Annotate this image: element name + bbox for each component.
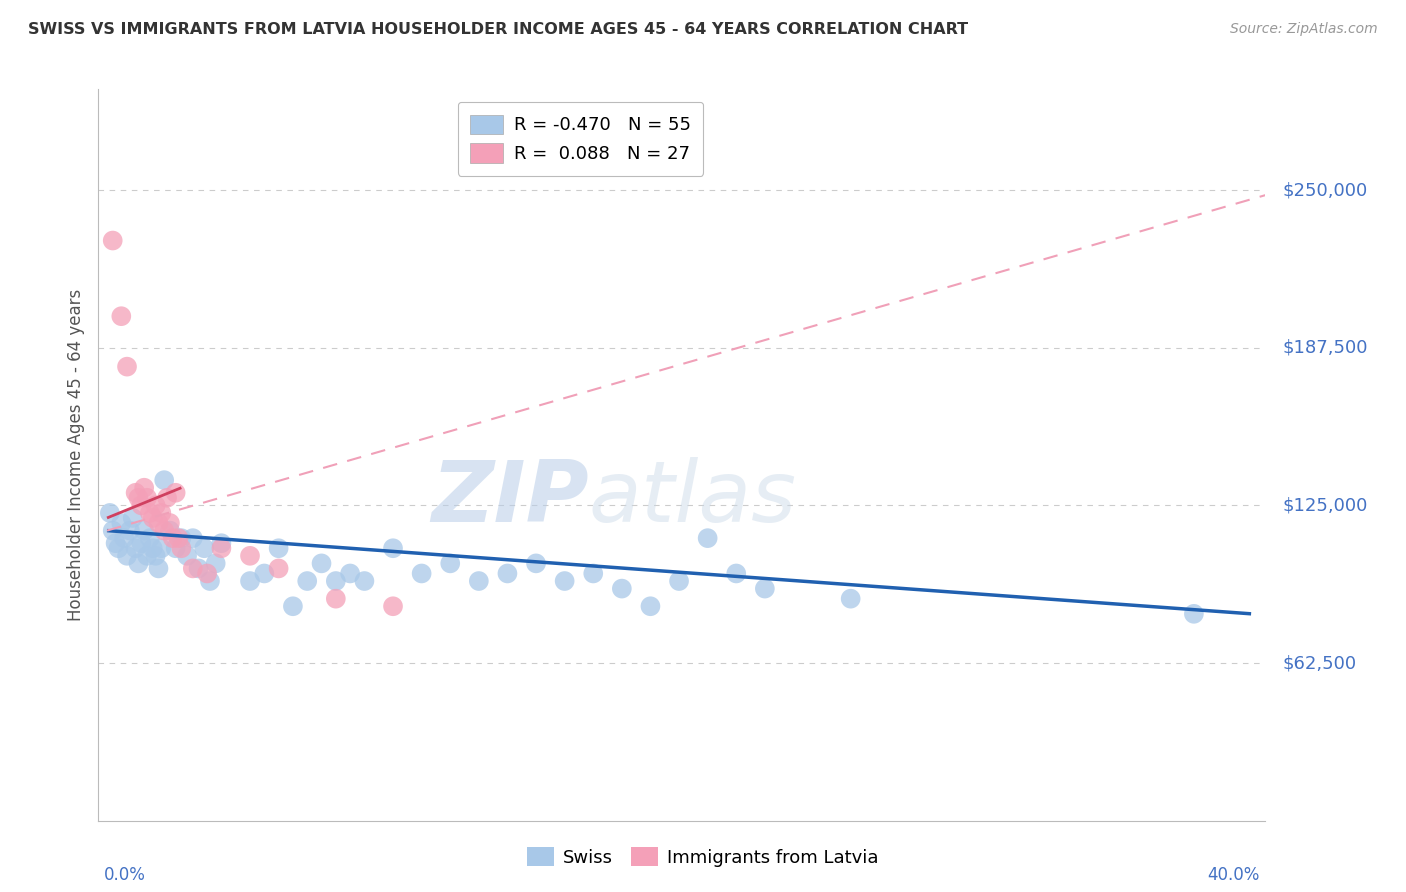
Point — [165, 485, 187, 500]
Point — [725, 566, 748, 581]
Point — [159, 524, 181, 538]
Point — [148, 516, 170, 530]
Text: $62,500: $62,500 — [1282, 654, 1357, 672]
Text: $187,500: $187,500 — [1282, 339, 1368, 357]
Point — [101, 524, 124, 538]
Point — [115, 359, 138, 374]
Point — [167, 531, 190, 545]
Point — [150, 506, 173, 520]
Point — [382, 541, 405, 556]
Point — [176, 549, 198, 563]
Y-axis label: Householder Income Ages 45 - 64 years: Householder Income Ages 45 - 64 years — [66, 289, 84, 621]
Point — [101, 234, 124, 248]
Point — [139, 531, 162, 545]
Point — [136, 549, 159, 563]
Point — [325, 591, 347, 606]
Point — [115, 549, 138, 563]
Legend: R = -0.470   N = 55, R =  0.088   N = 27: R = -0.470 N = 55, R = 0.088 N = 27 — [457, 102, 703, 176]
Point — [204, 557, 226, 571]
Point — [170, 541, 193, 556]
Point — [754, 582, 776, 596]
Text: ZIP: ZIP — [430, 458, 589, 541]
Point — [181, 561, 204, 575]
Point — [153, 524, 176, 538]
Point — [411, 566, 433, 581]
Point — [496, 566, 519, 581]
Point — [124, 541, 146, 556]
Point — [156, 491, 179, 505]
Point — [131, 536, 153, 550]
Point — [134, 524, 156, 538]
Point — [131, 499, 153, 513]
Point — [145, 499, 167, 513]
Point — [253, 566, 276, 581]
Point — [153, 473, 176, 487]
Point — [127, 557, 149, 571]
Point — [696, 531, 718, 545]
Point — [267, 561, 290, 575]
Point — [239, 574, 262, 588]
Point — [839, 591, 862, 606]
Point — [127, 491, 149, 505]
Point — [110, 516, 132, 530]
Point — [124, 485, 146, 500]
Point — [339, 566, 361, 581]
Text: SWISS VS IMMIGRANTS FROM LATVIA HOUSEHOLDER INCOME AGES 45 - 64 YEARS CORRELATIO: SWISS VS IMMIGRANTS FROM LATVIA HOUSEHOL… — [28, 22, 969, 37]
Point — [181, 531, 204, 545]
Point — [142, 511, 165, 525]
Point — [195, 566, 218, 581]
Text: Source: ZipAtlas.com: Source: ZipAtlas.com — [1230, 22, 1378, 37]
Point — [142, 541, 165, 556]
Text: $250,000: $250,000 — [1282, 181, 1368, 199]
Point — [112, 531, 135, 545]
Point — [267, 541, 290, 556]
Point — [239, 549, 262, 563]
Point — [148, 561, 170, 575]
Point — [610, 582, 633, 596]
Point — [110, 309, 132, 323]
Point — [311, 557, 333, 571]
Point — [209, 536, 232, 550]
Point — [582, 566, 605, 581]
Point — [139, 506, 162, 520]
Point — [640, 599, 662, 614]
Point — [98, 506, 121, 520]
Point — [198, 574, 221, 588]
Point — [325, 574, 347, 588]
Point — [187, 561, 209, 575]
Point — [524, 557, 547, 571]
Point — [162, 531, 184, 545]
Text: atlas: atlas — [589, 458, 797, 541]
Point — [468, 574, 491, 588]
Point — [170, 531, 193, 545]
Point — [382, 599, 405, 614]
Point — [554, 574, 576, 588]
Point — [150, 541, 173, 556]
Point — [104, 536, 127, 550]
Point — [121, 511, 143, 525]
Point — [439, 557, 461, 571]
Point — [209, 541, 232, 556]
Point — [145, 549, 167, 563]
Point — [281, 599, 304, 614]
Point — [353, 574, 375, 588]
Point — [134, 481, 156, 495]
Point — [136, 491, 159, 505]
Point — [1182, 607, 1205, 621]
Text: 0.0%: 0.0% — [104, 866, 146, 884]
Point — [107, 541, 129, 556]
Point — [159, 516, 181, 530]
Legend: Swiss, Immigrants from Latvia: Swiss, Immigrants from Latvia — [520, 840, 886, 874]
Point — [118, 524, 141, 538]
Text: 40.0%: 40.0% — [1208, 866, 1260, 884]
Point — [165, 541, 187, 556]
Point — [297, 574, 319, 588]
Point — [193, 541, 215, 556]
Point — [668, 574, 690, 588]
Text: $125,000: $125,000 — [1282, 496, 1368, 515]
